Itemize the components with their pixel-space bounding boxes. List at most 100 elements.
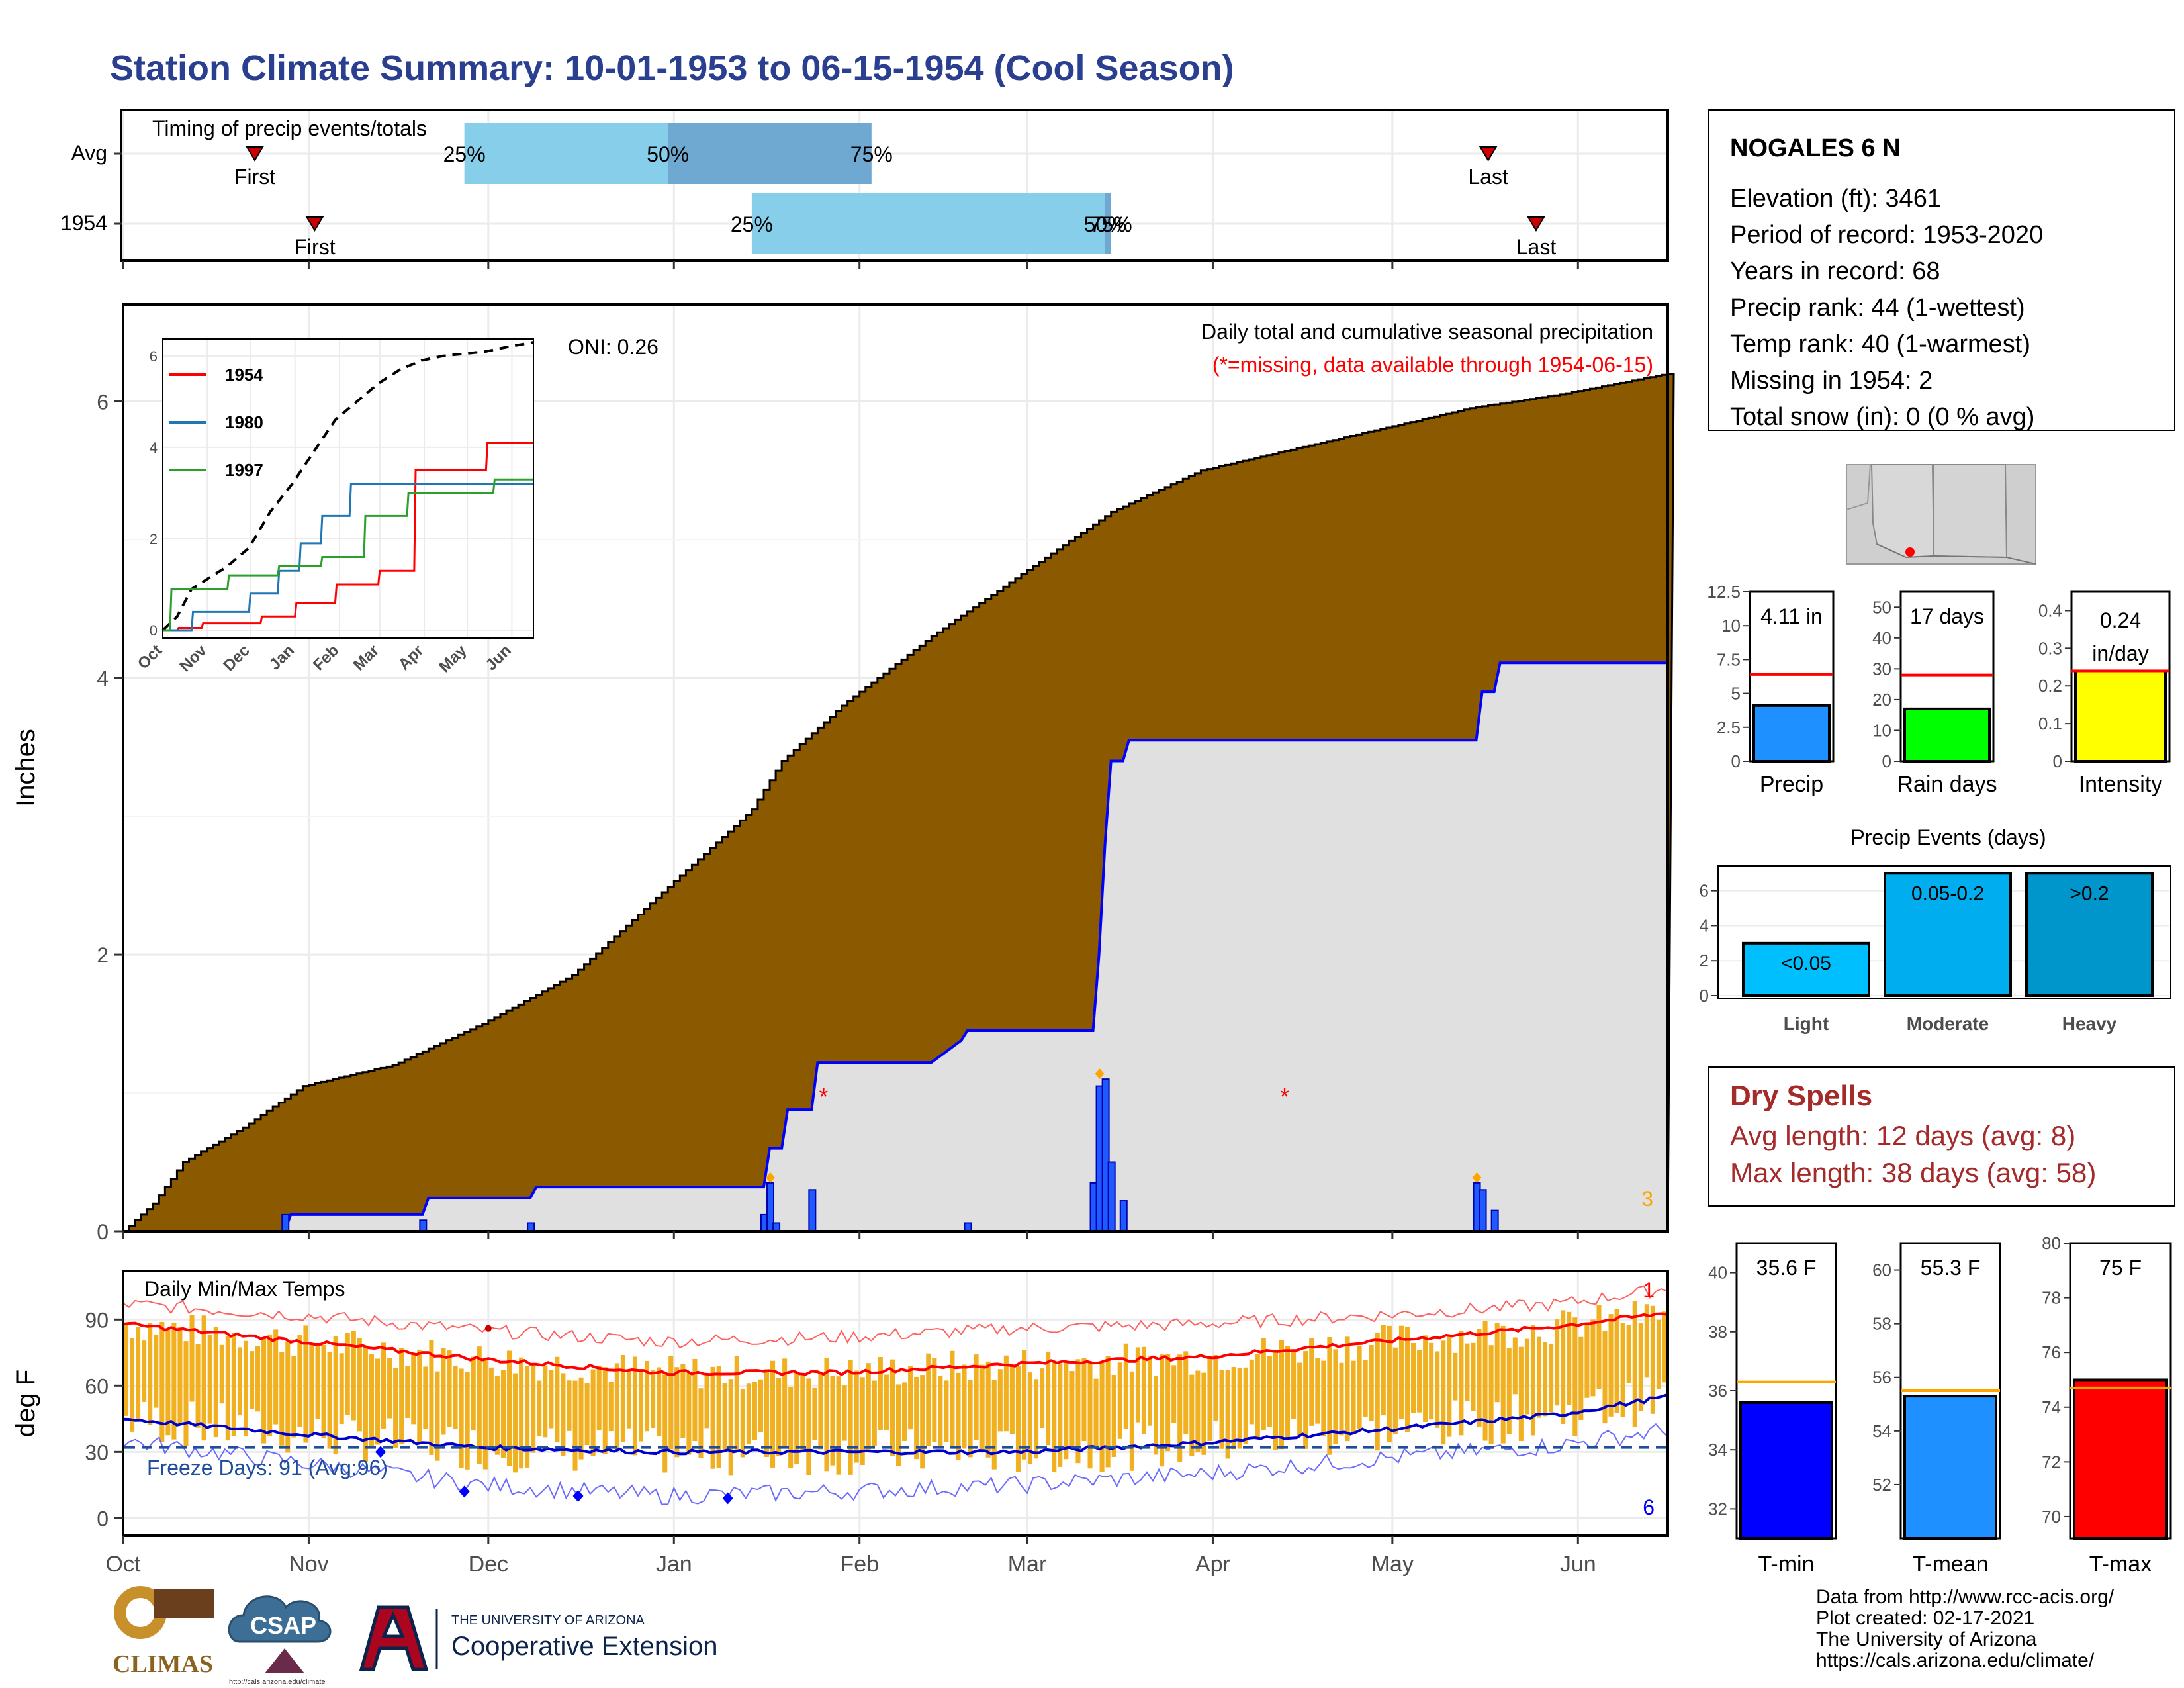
daily-temp-bar	[1064, 1362, 1069, 1460]
daily-temp-bar	[411, 1353, 416, 1425]
daily-temp-bar	[1231, 1366, 1236, 1450]
daily-temp-bar	[1584, 1323, 1590, 1398]
timing-first-label: First	[234, 165, 275, 189]
daily-temp-bar	[680, 1363, 686, 1438]
daily-temp-bar	[297, 1335, 302, 1427]
daily-temp-bar	[1165, 1354, 1171, 1452]
climas-text: CLIMAS	[113, 1650, 213, 1678]
daily-temp-bar	[549, 1370, 554, 1429]
mini-value-label: 17 days	[1910, 604, 1984, 628]
temp-panel: 0 30 60 90 Oct Nov Dec Jan Feb Mar Apr May Jun deg …	[11, 1270, 1669, 1577]
mini-y-tick-label: 0.4	[2038, 600, 2062, 620]
daily-temp-bar	[1381, 1325, 1386, 1416]
daily-temp-bar	[1003, 1355, 1009, 1432]
precip-caption: Daily total and cumulative seasonal prec…	[1201, 320, 1653, 344]
daily-temp-bar	[1417, 1350, 1422, 1413]
daily-temp-bar	[1453, 1352, 1458, 1401]
heavy-event-marker	[766, 1172, 776, 1183]
events-y-tick-label: 0	[1700, 986, 1709, 1006]
events-bar-label: >0.2	[2070, 882, 2109, 904]
record-low-line	[122, 1423, 1668, 1505]
daily-temp-bar	[1225, 1370, 1230, 1459]
daily-temp-bar	[417, 1349, 422, 1444]
daily-precip-bar	[1490, 1209, 1499, 1233]
daily-temp-bar	[740, 1389, 745, 1458]
month-tick-label: Oct	[106, 1552, 141, 1577]
mini-y-tick-label: 80	[2042, 1233, 2061, 1253]
mini-y-tick-label: 0	[2053, 751, 2062, 771]
temp-panel-frame	[122, 1270, 1669, 1537]
daily-temp-bar	[423, 1366, 428, 1429]
daily-temp-bar	[279, 1352, 285, 1446]
daily-temp-bar	[525, 1366, 530, 1468]
daily-temp-bar	[1081, 1358, 1087, 1442]
events-bar-label: 0.05-0.2	[1911, 882, 1984, 904]
daily-temp-bar	[716, 1366, 721, 1468]
daily-temp-bar	[758, 1379, 763, 1432]
daily-temp-bar	[860, 1377, 865, 1466]
mini-category-label: T-max	[2089, 1552, 2152, 1577]
daily-temp-bar	[896, 1384, 901, 1466]
daily-temp-bar	[1255, 1354, 1260, 1438]
mini-y-tick-label: 2.5	[1717, 718, 1741, 737]
events-bar-label: <0.05	[1781, 953, 1831, 974]
daily-temp-bar	[315, 1344, 320, 1419]
mini-value-label: 4.11 in	[1760, 604, 1823, 628]
mini-category-label: T-min	[1758, 1552, 1815, 1577]
daily-temp-bar	[225, 1336, 230, 1441]
daily-temp-bar	[1285, 1345, 1291, 1440]
daily-temp-bar	[130, 1338, 135, 1432]
daily-temp-bar	[1363, 1360, 1368, 1418]
daily-temp-bar	[285, 1341, 291, 1453]
timing-row-label-year: 1954	[60, 211, 107, 235]
daily-temp-bar	[219, 1344, 224, 1404]
ua-a-emblem	[359, 1605, 429, 1671]
temp-corner-bottom: 6	[1643, 1495, 1655, 1519]
precip-content: * *	[123, 372, 1675, 1233]
daily-temp-bar	[1375, 1333, 1380, 1451]
daily-temp-bar	[1021, 1350, 1027, 1460]
daily-temp-bar	[429, 1340, 434, 1455]
temp-y-tick-label: 30	[85, 1440, 109, 1464]
daily-temp-bar	[500, 1370, 506, 1458]
dry-spells-box: Dry Spells Avg length: 12 days (avg: 8) …	[1708, 1066, 2175, 1207]
dry-spells-frame	[1708, 1066, 2175, 1207]
daily-temp-bar	[974, 1354, 979, 1440]
daily-temp-bar	[1141, 1346, 1146, 1434]
season-temp-charts: 32 34 36 38 40 35.6 F T-min 52 54 56 58 60 55.3 F T-m…	[1708, 1233, 2172, 1577]
daily-temp-bar	[1111, 1374, 1116, 1457]
daily-temp-bar	[1105, 1356, 1111, 1468]
precip-y-tick-label: 2	[97, 943, 109, 967]
month-tick-label: Nov	[289, 1552, 328, 1577]
daily-temp-bar	[602, 1367, 608, 1454]
daily-temp-bar	[872, 1380, 877, 1446]
events-bar-light	[1742, 941, 1870, 998]
inset-legend-label: 1997	[225, 460, 263, 480]
events-content: 0 2 4 6 <0.05 Light 0.05-0.2 Moderate >0.2 Heavy	[1700, 872, 2169, 1034]
daily-temp-bar	[1518, 1346, 1524, 1442]
daily-temp-bar	[231, 1333, 236, 1436]
precip-y-tick-label: 6	[97, 390, 109, 414]
mini-bar-precip	[1752, 704, 1831, 763]
daily-temp-bar	[1279, 1340, 1285, 1450]
daily-temp-bar	[836, 1376, 841, 1475]
timing-bar-late	[668, 123, 872, 184]
daily-temp-bar	[291, 1356, 296, 1438]
daily-precip-bar	[1119, 1200, 1128, 1233]
mini-y-tick-label: 72	[2042, 1452, 2061, 1472]
daily-temp-bar	[746, 1383, 751, 1444]
month-tick-label: Jan	[656, 1552, 692, 1577]
daily-temp-bar	[1201, 1372, 1206, 1455]
daily-temp-bar	[357, 1338, 362, 1432]
temp-content	[122, 1285, 1668, 1505]
daily-temp-bar	[1608, 1314, 1614, 1417]
mini-bar-rain-days	[1903, 707, 1991, 763]
daily-temp-bar	[662, 1374, 668, 1473]
daily-temp-bar	[932, 1358, 937, 1442]
record-high-line	[122, 1285, 1668, 1349]
daily-temp-bar	[237, 1347, 242, 1416]
locator-map	[1846, 464, 2036, 565]
missing-note: (*=missing, data available through 1954-…	[1212, 353, 1653, 377]
